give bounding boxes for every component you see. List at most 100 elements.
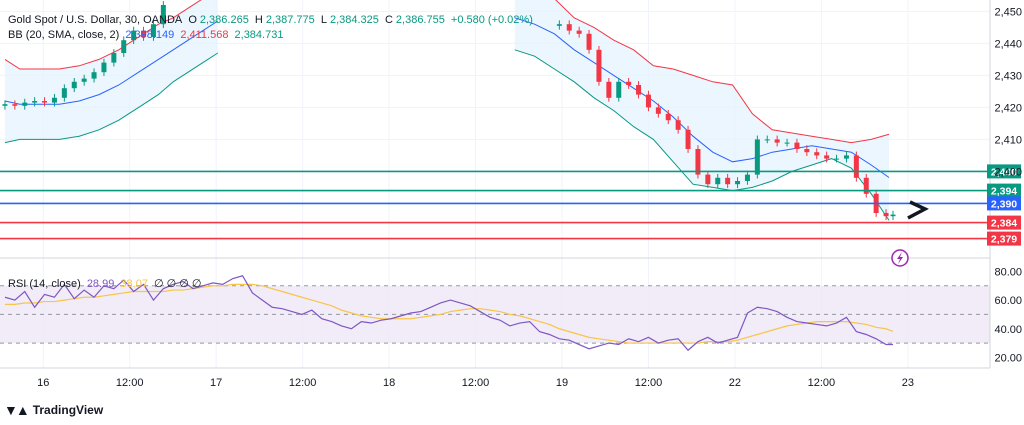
candle-body [42, 101, 48, 103]
time-tick-label: 12:00 [462, 377, 490, 389]
rsi-ma-line [4, 283, 894, 344]
bb-upper-value: 2,411.568 [180, 29, 229, 41]
candle-body [576, 30, 582, 34]
time-axis[interactable]: 16 12:00 17 12:00 18 12:00 19 12:00 22 12:00 23 [37, 377, 914, 389]
bb-fill [4, 0, 218, 143]
close-value: 2,386.755 [395, 14, 445, 26]
candle-body [12, 104, 18, 106]
candle-body [596, 49, 602, 82]
candle-body [883, 213, 889, 217]
rsi-ma-value: 38.07 [120, 278, 148, 290]
candle-body [675, 120, 681, 130]
candle-body [586, 33, 592, 50]
lightning-icon [897, 252, 903, 264]
low-label: L [320, 14, 327, 26]
rsi-label[interactable]: RSI (14, close) [8, 278, 81, 290]
price-tick-label: 2,430 [994, 70, 1022, 82]
rsi-pane [0, 275, 990, 352]
candle-body [616, 81, 622, 98]
time-tick-label: 22 [729, 377, 741, 389]
bb-fill [514, 0, 890, 221]
candle-body [705, 174, 711, 185]
level-price-text: 2,400 [991, 166, 1017, 178]
price-tick-label: 2,410 [994, 134, 1022, 146]
time-tick-label: 16 [37, 377, 49, 389]
candle-body [754, 139, 760, 175]
time-tick-label: 17 [210, 377, 222, 389]
bb-basis-line [514, 17, 890, 178]
candle-body [606, 81, 612, 98]
rsi-tick-label: 80.00 [994, 266, 1022, 278]
candle-body [695, 149, 701, 175]
time-tick-label: 12:00 [808, 377, 836, 389]
time-tick-label: 12:00 [289, 377, 317, 389]
level-price-label[interactable] [987, 164, 1021, 179]
candle-body [853, 155, 859, 178]
tradingview-logo[interactable]: ▼▲ TradingView [4, 402, 103, 418]
candle-body [863, 177, 869, 194]
candle-body [636, 85, 642, 95]
time-tick-label: 18 [383, 377, 395, 389]
rsi-tick-label: 60.00 [994, 295, 1022, 307]
price-tick-label: 2,400 [994, 166, 1022, 178]
candle-body [131, 30, 137, 41]
bb-upper-line [4, 0, 202, 70]
annotations [891, 200, 929, 267]
rsi-axis[interactable]: 80.00 60.00 40.00 20.00 [994, 266, 1022, 364]
bb-label[interactable]: BB (20, SMA, close, 2) [8, 29, 120, 41]
tradingview-logo-icon: ▼▲ [4, 402, 30, 418]
bb-lower-line [514, 49, 890, 221]
level-price-text: 2,384 [991, 218, 1017, 230]
candle-body [843, 155, 849, 159]
rsi-line [4, 275, 893, 352]
candle-body [824, 155, 830, 159]
candle-body [784, 142, 790, 144]
candle-body [22, 102, 28, 106]
open-label: O [188, 14, 197, 26]
candle-body [804, 149, 810, 153]
bollinger-bands [4, 0, 890, 221]
level-price-label[interactable] [987, 196, 1021, 211]
candle-body [91, 72, 97, 79]
time-tick-label: 23 [902, 377, 914, 389]
bb-legend[interactable]: BB (20, SMA, close, 2) 2,398.149 2,411.5… [8, 29, 286, 41]
level-price-label[interactable] [987, 231, 1021, 246]
time-tick-label: 12:00 [116, 377, 144, 389]
level-price-text: 2,390 [991, 198, 1017, 210]
candle-body [665, 113, 671, 121]
rsi-value: 28.99 [86, 278, 115, 290]
candle-body [655, 107, 661, 114]
level-price-label[interactable] [987, 215, 1021, 230]
symbol-title[interactable]: Gold Spot / U.S. Dollar, 30, OANDA [8, 14, 183, 26]
candle-body [556, 24, 562, 26]
candle-body [81, 78, 87, 82]
candle-body [814, 152, 820, 156]
candle-body [111, 53, 117, 63]
candle-body [744, 174, 750, 181]
price-legend[interactable]: Gold Spot / U.S. Dollar, 30, OANDA O 2,38… [8, 14, 536, 26]
candle-body [150, 24, 156, 37]
time-tick-label: 19 [556, 377, 568, 389]
price-tick-label: 2,420 [994, 102, 1022, 114]
candle-body [32, 101, 38, 103]
candle-body [61, 88, 67, 98]
tradingview-brand: TradingView [32, 403, 104, 417]
high-value: 2,387.775 [265, 14, 315, 26]
candle-body [794, 142, 800, 149]
candle-body [834, 158, 840, 160]
change-value: +0.580 (+0.02%) [450, 14, 533, 26]
candle-body [2, 104, 8, 106]
candle-body [645, 94, 651, 108]
close-label: C [384, 14, 393, 26]
open-value: 2,386.265 [199, 14, 249, 26]
candle-body [160, 5, 166, 25]
candle-body [735, 181, 741, 185]
candle-body [101, 62, 107, 73]
rsi-legend[interactable]: RSI (14, close) 28.99 38.07 ∅ ∅ ∅ ∅ [8, 277, 205, 290]
high-label: H [254, 14, 263, 26]
rsi-extra-values: ∅ ∅ ∅ ∅ [154, 278, 202, 290]
level-price-label[interactable] [987, 183, 1021, 198]
horizontal-levels[interactable] [0, 170, 990, 240]
